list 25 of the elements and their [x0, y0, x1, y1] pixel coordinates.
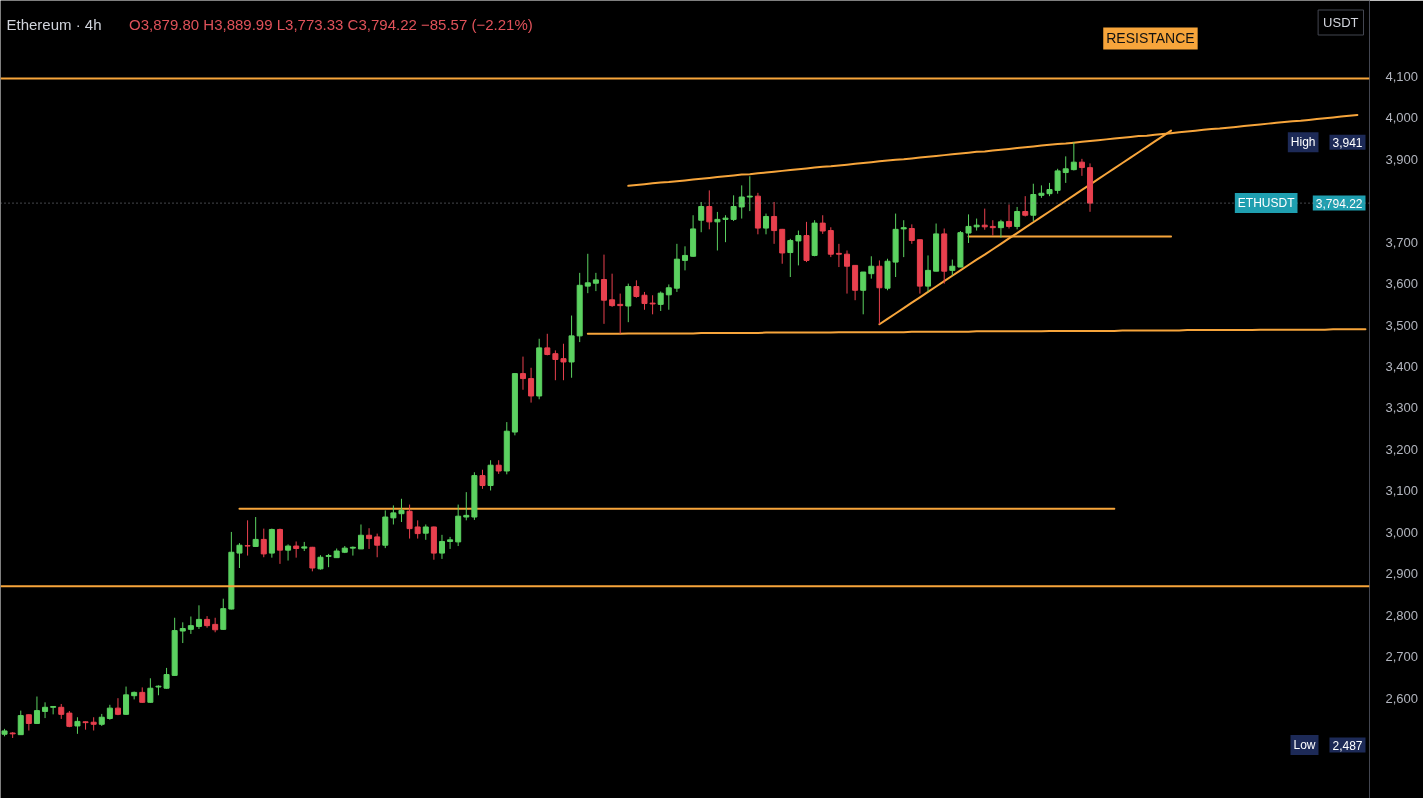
annotation: Low: [1293, 738, 1316, 753]
annotation: 3,941: [1332, 135, 1363, 150]
y-tick-label: 3,900: [1385, 151, 1419, 167]
y-tick-label: 2,900: [1385, 566, 1419, 582]
ref-line-label: ETHUSDT: [1237, 196, 1296, 211]
y-tick-label: 3,200: [1385, 441, 1419, 457]
y-tick-label: 3,000: [1385, 524, 1419, 540]
y-tick-label: 3,100: [1385, 483, 1419, 499]
annotation: 2,487: [1332, 738, 1363, 753]
y-tick-label: 2,800: [1385, 607, 1419, 623]
ref-line-label: RESISTANCE: [1106, 30, 1195, 47]
y-tick-label: 2,600: [1385, 690, 1419, 706]
y-tick-label: 3,700: [1385, 234, 1419, 250]
y-tick-label: 4,000: [1385, 110, 1419, 126]
y-tick-label: 4,100: [1385, 68, 1419, 84]
annotation: High: [1290, 135, 1316, 150]
y-tick-label: 3,400: [1385, 359, 1419, 375]
annotation: 3,794.22: [1315, 196, 1363, 211]
y-tick-label: 3,300: [1385, 400, 1419, 416]
text: O3,879.80 H3,889.99 L3,773.33 C3,794.22 −85.57 (−2.21%): [129, 16, 533, 33]
text: Ethereum · 4h: [6, 16, 102, 33]
y-tick-label: 2,700: [1385, 649, 1419, 665]
y-axis-title: USDT: [1323, 15, 1359, 30]
y-tick-label: 3,600: [1385, 276, 1419, 292]
y-tick-label: 3,500: [1385, 317, 1419, 333]
